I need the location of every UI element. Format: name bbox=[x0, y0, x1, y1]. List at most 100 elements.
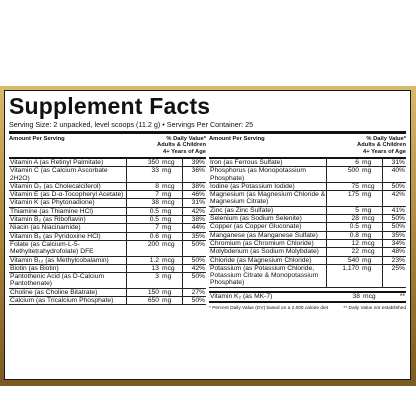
nutrient-daily-value: 39% bbox=[182, 159, 206, 167]
nutrient-unit: mg bbox=[362, 159, 372, 166]
nutrient-name: Vitamin K₂ (as MK-7) bbox=[210, 292, 273, 300]
nutrient-amount: 13 bbox=[126, 264, 161, 273]
nutrient-daily-value: 42% bbox=[382, 191, 406, 206]
nutrient-daily-value: 40% bbox=[382, 167, 406, 182]
nutrient-unit: mg bbox=[162, 167, 172, 175]
left-nutrient-list: Vitamin A (as Retinyl Palmitate) 350 mcg 39… bbox=[9, 159, 206, 306]
footnotes: * Percent Daily Value (DV) based on a 2,… bbox=[209, 306, 406, 311]
nutrient-amount: 175 bbox=[326, 191, 361, 206]
nutrient-daily-value: 44% bbox=[182, 224, 206, 232]
footnote-dv: * Percent Daily Value (DV) based on a 2,… bbox=[209, 305, 329, 311]
nutrient-name: Potassium (as Potassium Chloride, Potass… bbox=[210, 264, 319, 287]
nutrient-name: Phosphorus (as Monopotassium Phosphate) bbox=[210, 167, 306, 182]
nutrient-name: Iron (as Ferrous Sulfate) bbox=[210, 159, 283, 166]
nutrient-row: Vitamin B₆ (as Pyridoxine HCl) 0.6 mg 35% bbox=[9, 232, 206, 241]
nutrient-daily-value: 38% bbox=[182, 216, 206, 224]
nutrient-row: Vitamin D₃ (as Cholecalciferol) 8 mcg 38% bbox=[9, 182, 206, 192]
nutrient-amount: 75 bbox=[326, 182, 361, 191]
nutrient-daily-value: 36% bbox=[182, 167, 206, 182]
nutrient-daily-value: 35% bbox=[182, 232, 206, 240]
nutrient-row: Phosphorus (as Monopotassium Phosphate) 5… bbox=[209, 167, 406, 183]
nutrient-row: Vitamin A (as Retinyl Palmitate) 350 mcg 39… bbox=[9, 159, 206, 168]
nutrient-amount: 200 bbox=[126, 240, 161, 256]
right-column: Amount Per Serving % Daily Value* Adults… bbox=[209, 136, 406, 311]
nutrient-daily-value: 35% bbox=[382, 231, 406, 239]
right-column-header: Amount Per Serving % Daily Value* Adults… bbox=[209, 136, 406, 159]
nutrient-name: Chloride (as Magnesium Chloride) bbox=[210, 256, 312, 264]
nutrient-row: Iodine (as Potassium Iodide) 75 mcg 50% bbox=[209, 182, 406, 192]
nutrient-daily-value: 50% bbox=[182, 273, 206, 288]
nutrient-name: Manganese (as Manganese Sulfate) bbox=[210, 231, 318, 239]
nutrient-unit: mg bbox=[362, 191, 372, 199]
nutrient-name: Vitamin E (as D-α-Tocopheryl Acetate) bbox=[10, 191, 124, 199]
nutrient-amount: 3 bbox=[126, 273, 161, 288]
nutrient-daily-value: 50% bbox=[382, 182, 406, 191]
nutrient-amount: 500 bbox=[326, 167, 361, 182]
nutrient-amount: 22 bbox=[326, 248, 361, 256]
nutrient-row: Manganese (as Manganese Sulfate) 0.8 mg 35% bbox=[209, 231, 406, 240]
nutrient-name: Vitamin B₆ (as Pyridoxine HCl) bbox=[10, 232, 101, 240]
nutrient-amount: 0.8 bbox=[326, 231, 361, 239]
serving-info: Serving Size: 2 unpacked, level scoops (… bbox=[9, 120, 254, 129]
nutrient-amount: 1,170 bbox=[326, 264, 361, 287]
nutrient-unit: mcg bbox=[162, 199, 175, 207]
nutrient-unit: mcg bbox=[363, 292, 376, 300]
nutrient-row: Magnesium (as Magnesium Chloride & Magne… bbox=[209, 191, 406, 207]
daily-value-header: % Daily Value* Adults & Children 4+ Year… bbox=[157, 136, 206, 155]
nutrient-amount: 33 bbox=[126, 167, 161, 182]
nutrient-amount: 28 bbox=[326, 215, 361, 223]
nutrient-amount: 350 bbox=[126, 159, 161, 167]
nutrient-unit: mcg bbox=[362, 182, 375, 190]
nutrient-unit: mcg bbox=[162, 264, 175, 272]
nutrient-row: Calcium (as Tricalcium Phosphate) 650 mg 50… bbox=[9, 297, 206, 306]
nutrient-unit: mcg bbox=[362, 239, 375, 247]
nutrient-amount: 1.2 bbox=[126, 256, 161, 264]
nutrient-name: Chromium (as Chromium Chloride) bbox=[210, 239, 314, 247]
nutrient-row: Zinc (as Zinc Sulfate) 5 mg 41% bbox=[209, 206, 406, 216]
nutrient-row: Selenium (as Sodium Selenite) 28 mcg 50% bbox=[209, 215, 406, 224]
nutrient-name: Zinc (as Zinc Sulfate) bbox=[210, 206, 274, 214]
nutrient-daily-value: 38% bbox=[182, 182, 206, 191]
nutrient-unit: mg bbox=[162, 191, 172, 199]
nutrient-daily-value: 31% bbox=[182, 199, 206, 207]
nutrient-unit: mg bbox=[162, 224, 172, 232]
nutrient-name: Molybdenum (as Sodium Molybdate) bbox=[210, 248, 319, 256]
nutrient-daily-value: 48% bbox=[382, 248, 406, 256]
nutrient-amount: 0.6 bbox=[126, 232, 161, 240]
nutrient-row: Choline (as Choline Bitatrate) 150 mg 27% bbox=[9, 288, 206, 298]
nutrient-unit: mg bbox=[162, 216, 172, 224]
nutrient-name: Copper (as Copper Gluconate) bbox=[210, 223, 302, 231]
nutrient-unit: mg bbox=[362, 167, 372, 175]
nutrient-unit: mg bbox=[362, 223, 372, 231]
nutrient-daily-value: 34% bbox=[382, 239, 406, 248]
nutrient-amount: 8 bbox=[126, 182, 161, 191]
nutrient-row: Iron (as Ferrous Sulfate) 6 mg 31% bbox=[209, 159, 406, 168]
nutrient-unit: mg bbox=[162, 207, 172, 215]
nutrient-unit: mg bbox=[362, 264, 372, 272]
nutrient-row: Chloride (as Magnesium Chloride) 540 mg 23% bbox=[209, 256, 406, 265]
nutrient-row: Copper (as Copper Gluconate) 0.5 mg 50% bbox=[209, 223, 406, 232]
nutrient-row: Vitamin B₁₂ (as Methylcobalamin) 1.2 mcg 50… bbox=[9, 256, 206, 265]
nutrient-row: Vitamin E (as D-α-Tocopheryl Acetate) 7 mg… bbox=[9, 191, 206, 200]
nutrient-daily-value: 42% bbox=[182, 207, 206, 216]
nutrient-amount: 0.5 bbox=[126, 216, 161, 224]
title-divider bbox=[9, 131, 406, 134]
nutrient-amount: 650 bbox=[126, 297, 161, 305]
nutrient-amount: 0.5 bbox=[126, 207, 161, 216]
nutrient-daily-value: ** bbox=[399, 292, 405, 300]
nutrient-name: Biotin (as Biotin) bbox=[10, 264, 59, 272]
nutrient-row: Vitamin K (as Phytonadione) 38 mcg 31% bbox=[9, 199, 206, 208]
nutrient-name: Magnesium (as Magnesium Chloride & Magne… bbox=[210, 191, 326, 206]
left-column-header: Amount Per Serving % Daily Value* Adults… bbox=[9, 136, 206, 159]
nutrient-name: Iodine (as Potassium Iodide) bbox=[210, 182, 295, 190]
nutrient-row: Potassium (as Potassium Chloride, Potass… bbox=[209, 264, 406, 288]
nutrient-amount: 5 bbox=[326, 206, 361, 215]
nutrient-daily-value: 41% bbox=[382, 206, 406, 215]
nutrient-row: Folate (as Calcium-L-5-Methyltetrahydrof… bbox=[9, 240, 206, 257]
nutrient-amount: 7 bbox=[126, 224, 161, 232]
nutrient-row: Niacin (as Niacinamide) 7 mg 44% bbox=[9, 224, 206, 233]
nutrient-daily-value: 50% bbox=[182, 297, 206, 305]
nutrient-daily-value: 50% bbox=[182, 240, 206, 256]
nutrient-row: Vitamin C (as Calcium Ascorbate 2H2O) 33 m… bbox=[9, 167, 206, 183]
left-column: Amount Per Serving % Daily Value* Adults… bbox=[9, 136, 206, 311]
